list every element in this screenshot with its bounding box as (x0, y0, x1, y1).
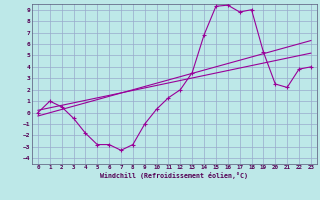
X-axis label: Windchill (Refroidissement éolien,°C): Windchill (Refroidissement éolien,°C) (100, 172, 248, 179)
